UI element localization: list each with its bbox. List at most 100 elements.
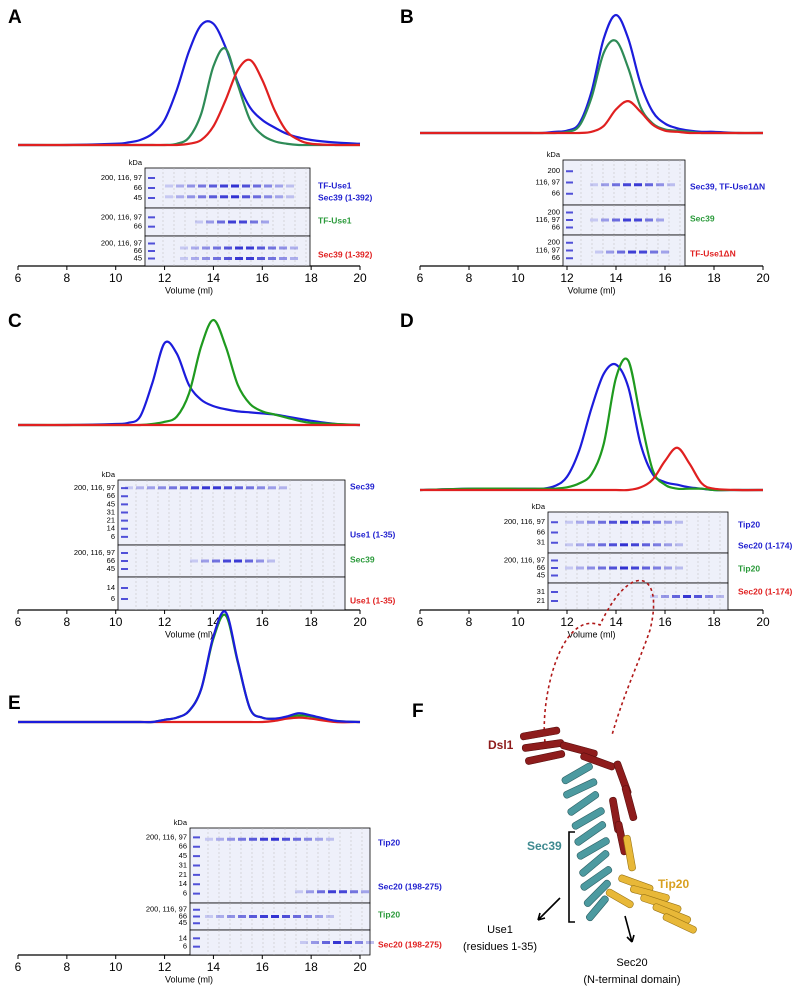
protein-label: Tip20 [378,909,400,919]
protein-band [609,520,617,524]
ladder-band [193,873,200,876]
ladder-band [566,192,573,195]
protein-band [639,250,647,254]
ladder-band [566,249,573,252]
mw-label: 31 [537,538,545,547]
protein-label: Tip20 [738,563,760,573]
chart-panel: C 6 8 10 12 14 16 18 20 Volume (ml) kDa 200, 116, 9… [8,311,396,639]
x-tick-label: 20 [353,271,367,285]
ladder-band [148,216,155,219]
protein-band [279,486,287,490]
gel-section [117,544,346,578]
protein-band [576,566,584,570]
protein-band [705,595,713,598]
protein-label: TF-Use1ΔN [690,248,736,258]
protein-band [295,890,303,894]
protein-band [198,195,206,199]
mw-label: 45 [134,253,142,262]
trace [17,340,361,427]
protein-band [576,543,584,547]
x-tick-label: 8 [64,615,71,629]
trace [17,20,361,147]
protein-band [238,837,246,841]
protein-band [595,250,603,254]
ladder-band [121,598,128,600]
x-tick-label: 20 [353,615,367,629]
protein-band [235,246,243,250]
protein-band [202,257,210,260]
mw-label: 21 [179,870,187,879]
ladder-band [121,568,128,570]
protein-band [565,566,573,570]
gel-section [117,479,346,546]
ladder-band [193,883,200,886]
mw-label: 66 [107,491,115,500]
protein-band [212,559,220,563]
protein-band [317,890,325,894]
mw-label: 66 [134,246,142,255]
ladder-band [566,241,573,244]
protein-band [136,486,144,490]
ladder-band [193,945,200,948]
ladder-band [566,219,573,221]
ladder-band [551,531,558,534]
protein-band [180,246,188,250]
protein-band [235,486,243,490]
protein-band [249,915,257,918]
protein-band [631,543,639,547]
label: Tip20 [658,877,689,891]
protein-band [213,486,221,490]
protein-label: Sec39 [690,213,715,223]
x-tick-label: 18 [304,615,318,629]
bracket [568,831,575,923]
protein-band [250,220,258,224]
protein-band [209,195,217,199]
gel-section [117,576,346,611]
ladder-band [566,181,573,184]
x-tick-label: 14 [609,271,623,285]
trace [17,318,361,427]
protein-band [282,915,290,918]
ladder-band [148,250,155,252]
mw-label: 200 [547,207,560,216]
x-tick-label: 12 [158,615,172,629]
label: (residues 1-35) [463,941,537,953]
protein-band [187,195,195,199]
protein-band [661,250,669,254]
protein-band [620,543,628,547]
protein-band [191,486,199,490]
protein-band [198,184,206,188]
mw-label: 14 [107,583,115,592]
mw-label: 116, 97 [536,215,560,224]
protein-band [246,257,254,260]
x-tick-label: 6 [417,271,424,285]
protein-band [264,184,272,188]
x-tick-label: 20 [756,271,770,285]
ladder-band [193,915,200,918]
protein-label: Sec20 (1-174) [738,586,793,596]
x-tick-label: 8 [466,615,473,629]
protein-band [286,195,294,199]
protein-band [656,183,664,187]
protein-band [165,195,173,199]
gel-section [562,234,686,267]
mw-label: 66 [179,911,187,920]
mw-label: 200, 116, 97 [74,548,115,557]
mw-label: 66 [107,556,115,565]
protein-band [361,890,369,894]
protein-label: Sec39 [350,481,375,491]
x-axis-label: Volume (ml) [165,974,213,984]
protein-band [587,543,595,547]
protein-band [257,246,265,250]
protein-band [176,184,184,188]
x-tick-label: 18 [707,615,721,629]
ladder-band [148,257,155,260]
mw-label: 6 [111,594,115,603]
mw-label: 66 [134,222,142,231]
arrow [624,915,635,943]
x-tick-label: 6 [417,615,424,629]
protein-band [661,595,669,598]
ladder-band [121,560,128,562]
ladder-band [148,177,155,179]
